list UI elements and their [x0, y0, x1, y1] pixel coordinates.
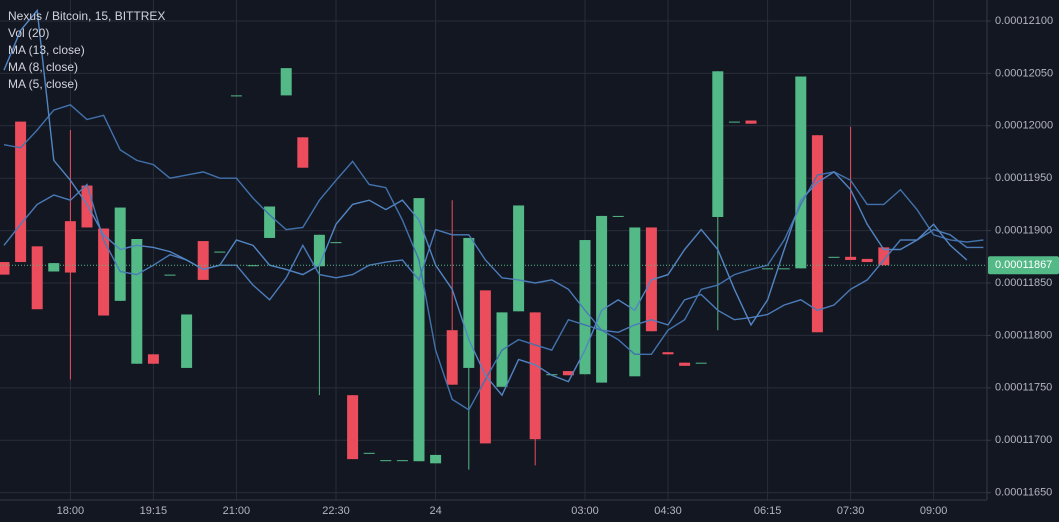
candle-body — [147, 354, 159, 364]
candle-body — [762, 268, 774, 270]
candle-body — [695, 362, 707, 364]
candle-body — [662, 352, 674, 355]
candle-body — [31, 246, 43, 310]
candle-body — [562, 371, 574, 376]
ma-line — [3, 104, 984, 411]
x-tick-label: 21:00 — [223, 505, 251, 517]
candle-body — [363, 452, 375, 454]
candle-body — [197, 241, 209, 280]
y-tick-label: 0.00012100 — [995, 15, 1053, 27]
last-price-tag — [988, 256, 1059, 275]
x-tick-label: 06:15 — [754, 505, 782, 517]
candle-body — [48, 263, 60, 272]
candle-body — [828, 256, 840, 258]
candle-body — [529, 312, 541, 440]
ma-line — [3, 183, 984, 334]
chart-title: Nexus / Bitcoin, 15, BITTREX — [8, 9, 165, 23]
y-tick-label: 0.00012050 — [995, 67, 1053, 79]
candle-body — [861, 258, 873, 263]
last-price-label: 0.00011867 — [995, 259, 1052, 271]
x-tick-label: 09:00 — [920, 505, 948, 517]
candle-body — [795, 76, 807, 269]
candle-body — [712, 71, 724, 217]
candle-body — [513, 205, 525, 312]
x-tick-label: 03:00 — [571, 505, 599, 517]
candle-body — [297, 137, 309, 168]
candle-body — [214, 251, 226, 253]
candle-body — [629, 227, 641, 377]
candle-body — [413, 198, 425, 462]
candle-body — [81, 185, 93, 228]
candle-body — [778, 268, 790, 270]
candle-body — [845, 256, 857, 260]
candle-body — [811, 135, 823, 333]
candle-body — [463, 237, 475, 368]
y-tick-label: 0.00011650 — [995, 487, 1052, 499]
candle-body — [131, 238, 143, 364]
candle-body — [164, 274, 176, 276]
x-tick-label: 24 — [429, 505, 441, 517]
y-tick-label: 0.00011850 — [995, 277, 1052, 289]
legend-entry: MA (8, close) — [8, 60, 78, 74]
y-tick-label: 0.00011800 — [995, 329, 1052, 341]
candle-body — [330, 242, 342, 244]
candle-body — [728, 121, 740, 123]
candle-body — [0, 262, 10, 275]
x-tick-label: 18:00 — [57, 505, 85, 517]
candle-body — [396, 460, 408, 462]
candle-body — [878, 247, 890, 266]
ma-line — [3, 8, 968, 397]
candle-body — [114, 207, 126, 301]
candle-body — [64, 221, 76, 273]
candle-body — [612, 215, 624, 217]
candle-body — [446, 330, 458, 385]
candle-body — [679, 362, 691, 366]
candle-body — [98, 228, 110, 316]
y-tick-label: 0.00011900 — [995, 225, 1052, 237]
candle-body — [181, 314, 193, 368]
candle-body — [579, 240, 591, 375]
x-tick-label: 04:30 — [654, 505, 682, 517]
legend-entry: MA (5, close) — [8, 77, 78, 91]
plot — [0, 8, 987, 470]
candle-body — [280, 68, 292, 96]
candle-body — [15, 121, 27, 263]
candle-body — [347, 395, 359, 460]
y-tick-label: 0.00011950 — [995, 172, 1052, 184]
candle-body — [380, 460, 392, 462]
candle-body — [230, 95, 242, 97]
y-tick-label: 0.00011700 — [995, 434, 1052, 446]
y-tick-label: 0.00011750 — [995, 382, 1052, 394]
legend-entry: MA (13, close) — [8, 43, 85, 57]
y-tick-label: 0.00012000 — [995, 120, 1053, 132]
x-tick-label: 22:30 — [322, 505, 350, 517]
x-tick-label: 19:15 — [140, 505, 168, 517]
legend-entry: Vol (20) — [8, 26, 49, 40]
candle-body — [745, 120, 757, 124]
x-tick-label: 07:30 — [837, 505, 865, 517]
candle-body — [264, 206, 276, 238]
candle-body — [313, 234, 325, 267]
candle-body — [479, 290, 491, 444]
candle-body — [430, 454, 442, 464]
axis: 0.00011650 0.00011700 0.00011750 0.00011800… — [57, 15, 1059, 517]
candle-body — [596, 215, 608, 383]
